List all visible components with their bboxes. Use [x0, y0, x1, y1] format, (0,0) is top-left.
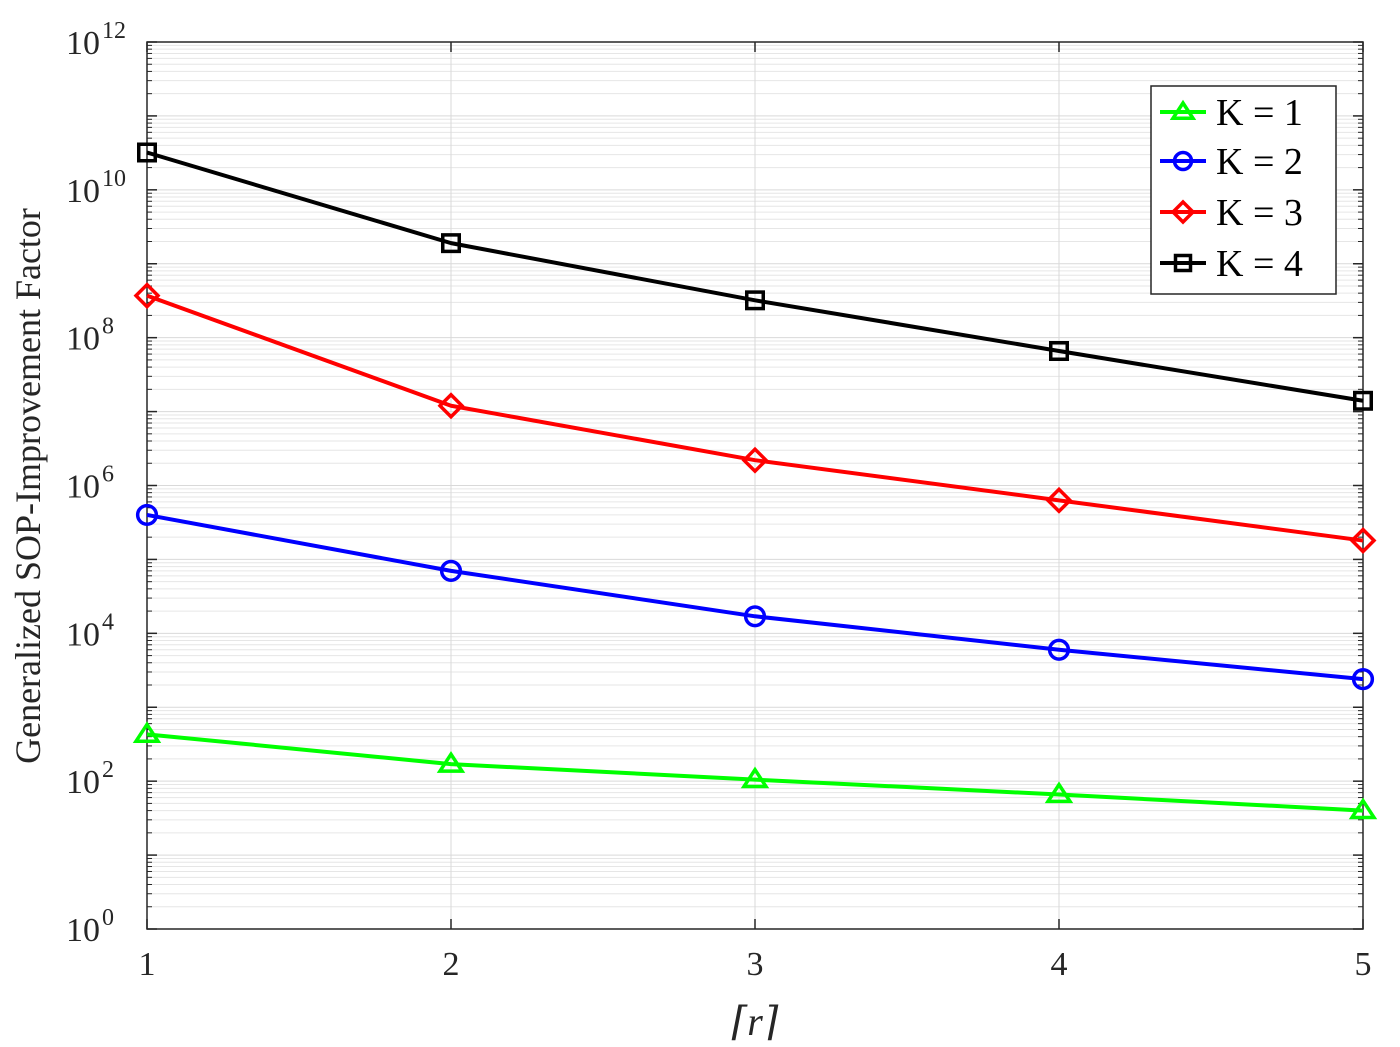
y-tick-label: 10	[66, 912, 100, 949]
legend-label: K = 1	[1216, 92, 1303, 134]
y-tick-exponent: 12	[102, 18, 126, 44]
series-line-k1	[146, 732, 1364, 813]
data-point-k2	[743, 605, 767, 628]
series-line-k4	[146, 150, 1364, 403]
y-tick-exponent: 2	[102, 757, 114, 783]
y-tick-exponent: 0	[102, 905, 114, 931]
y-tick-label: 10	[66, 764, 100, 801]
series-markers	[132, 142, 1378, 820]
legend-marker	[1173, 253, 1193, 273]
y-tick-label: 10	[66, 469, 100, 506]
data-point-k2	[1351, 668, 1375, 691]
x-tick-label: 4	[1051, 946, 1068, 983]
data-point-k1	[436, 751, 466, 773]
data-point-k4	[1049, 341, 1069, 362]
axis-ticks	[146, 41, 1364, 930]
data-point-k1	[132, 721, 162, 744]
data-point-k3	[437, 392, 465, 420]
legend-marker	[1172, 150, 1194, 172]
series-line-k2	[146, 512, 1364, 682]
x-tick-label: 1	[139, 946, 156, 983]
data-point-k1	[1044, 781, 1074, 804]
y-tick-label: 10	[66, 321, 100, 358]
legend-label: K = 3	[1216, 192, 1303, 234]
x-tick-label: 3	[747, 946, 764, 983]
y-tick-exponent: 4	[102, 609, 114, 635]
y-tick-label: 10	[66, 616, 100, 653]
legend-label: K = 2	[1216, 141, 1303, 183]
data-point-k4	[441, 233, 461, 254]
data-point-k4	[745, 290, 765, 311]
legend-box	[1150, 85, 1337, 295]
legend-marker	[1169, 99, 1197, 121]
x-axis-label: ⌈r⌉	[732, 999, 779, 1044]
data-point-k1	[740, 766, 770, 789]
legend: K = 1 K = 2 K = 3 K = 4	[1150, 85, 1337, 295]
y-tick-label: 10	[66, 173, 100, 210]
data-point-k1	[1348, 797, 1378, 820]
data-point-k4	[137, 142, 157, 163]
y-axis-label: Generalized SOP-Improvement Factor	[8, 208, 48, 764]
y-tick-exponent: 8	[102, 314, 114, 340]
data-point-k2	[439, 559, 463, 582]
x-tick-labels: 1 2 3 4 5	[139, 946, 1372, 983]
data-point-k3	[741, 446, 769, 474]
legend-label: K = 4	[1216, 243, 1303, 285]
series-lines	[146, 150, 1364, 813]
data-point-k3	[133, 282, 161, 310]
data-point-k4	[1353, 390, 1373, 411]
x-tick-label: 2	[443, 946, 460, 983]
data-point-k3	[1045, 486, 1073, 514]
y-tick-label: 10	[66, 25, 100, 62]
y-tick-exponent: 6	[102, 462, 114, 488]
data-point-k3	[1349, 527, 1377, 555]
legend-marker	[1170, 199, 1196, 225]
data-point-k2	[135, 503, 159, 527]
y-tick-exponent: 10	[102, 166, 126, 192]
data-point-k2	[1047, 638, 1071, 661]
x-tick-label: 5	[1355, 946, 1372, 983]
series-line-k3	[146, 293, 1364, 543]
